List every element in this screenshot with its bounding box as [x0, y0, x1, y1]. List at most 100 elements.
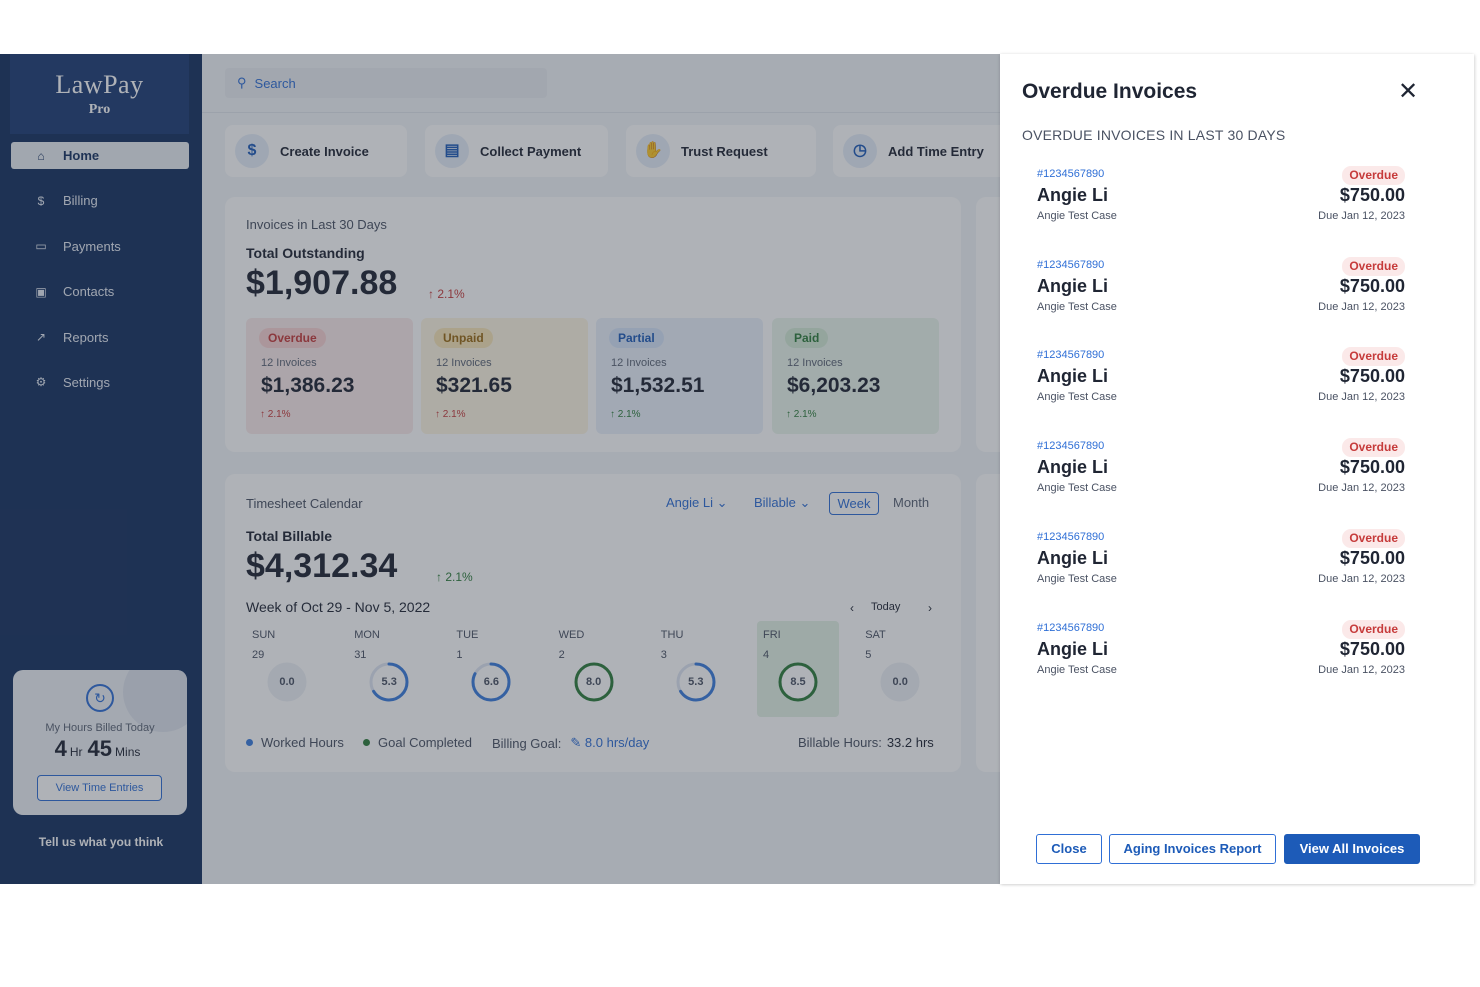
- status-trend: ↑ 2.1%: [610, 409, 641, 420]
- total-billable-amount: $4,312.34: [246, 547, 398, 585]
- status-amount: $1,386.23: [261, 374, 355, 397]
- hours-value: 5.3: [688, 676, 704, 688]
- day-column-mon[interactable]: MON 31 5.3: [348, 621, 430, 717]
- day-name: THU: [660, 629, 684, 641]
- hours-value: 6.6: [483, 676, 500, 688]
- day-name: SAT: [865, 629, 886, 641]
- legend-goal-completed: Goal Completed: [363, 735, 472, 750]
- month-view-button[interactable]: Month: [893, 495, 930, 510]
- status-trend: ↑ 2.1%: [260, 409, 291, 420]
- case-name: Angie Test Case: [1037, 482, 1117, 495]
- client-name: Angie Li: [1037, 275, 1108, 296]
- close-button[interactable]: Close: [1036, 834, 1102, 864]
- due-date: Due Jan 12, 2023: [1318, 391, 1405, 404]
- invoice-row[interactable]: #1234567890 Angie Li Angie Test Case Overdu…: [1037, 438, 1405, 510]
- today-button[interactable]: Today: [871, 601, 901, 613]
- invoice-count: 12 Invoices: [787, 357, 843, 369]
- invoice-row[interactable]: #1234567890 Angie Li Angie Test Case Overdu…: [1037, 166, 1405, 238]
- trend-up-icon: ↑: [610, 409, 615, 420]
- sidebar-item-home[interactable]: ⌂ Home: [11, 142, 189, 169]
- overdue-badge: Overdue: [1342, 619, 1405, 639]
- day-column-fri[interactable]: FRI 4 8.5: [757, 621, 839, 717]
- contacts-icon: ▣: [35, 284, 47, 299]
- invoice-row[interactable]: #1234567890 Angie Li Angie Test Case Overdu…: [1037, 528, 1405, 601]
- invoice-amount: $750.00: [1339, 638, 1405, 659]
- lawpay-logo[interactable]: LawPay Pro: [10, 54, 189, 134]
- invoice-number[interactable]: #1234567890: [1037, 530, 1105, 543]
- feedback-link[interactable]: Tell us what you think: [38, 835, 164, 849]
- day-name: WED: [558, 629, 585, 641]
- trend-up-icon: ↑: [260, 409, 265, 420]
- due-date: Due Jan 12, 2023: [1318, 482, 1405, 495]
- sidebar-item-payments[interactable]: ▭ Payments: [11, 233, 189, 260]
- due-date: Due Jan 12, 2023: [1318, 210, 1405, 222]
- timer-icon: ↻: [86, 684, 114, 712]
- week-view-button[interactable]: Week: [829, 492, 879, 515]
- overdue-summary[interactable]: Overdue 12 Invoices $1,386.23 ↑ 2.1%: [246, 318, 413, 434]
- search-input[interactable]: ⚲ Search: [225, 68, 547, 98]
- hours-progress-ring: [676, 662, 716, 702]
- action-label: Collect Payment: [480, 143, 582, 159]
- create-invoice-button[interactable]: $ Create Invoice: [225, 125, 407, 177]
- invoice-row[interactable]: #1234567890 Angie Li Angie Test Case Overdu…: [1037, 619, 1405, 692]
- overdue-badge: Overdue: [1342, 347, 1405, 367]
- invoice-row[interactable]: #1234567890 Angie Li Angie Test Case Overdu…: [1037, 256, 1405, 329]
- status-trend: ↑ 2.1%: [435, 409, 466, 420]
- day-column-thu[interactable]: THU 3 5.3: [655, 621, 737, 717]
- outstanding-trend: ↑ 2.1%: [428, 287, 465, 301]
- invoice-count: 12 Invoices: [436, 357, 492, 369]
- search-placeholder: Search: [254, 75, 296, 91]
- case-name: Angie Test Case: [1037, 300, 1117, 313]
- paid-summary[interactable]: Paid 12 Invoices $6,203.23 ↑ 2.1%: [772, 318, 939, 434]
- hours-value: 0.0: [279, 676, 295, 688]
- due-date: Due Jan 12, 2023: [1318, 300, 1405, 313]
- invoice-number[interactable]: #1234567890: [1037, 621, 1105, 634]
- billing-goal-edit[interactable]: ✎ 8.0 hrs/day: [570, 735, 649, 751]
- sidebar-item-contacts[interactable]: ▣ Contacts: [11, 278, 189, 305]
- close-icon[interactable]: ✕: [1397, 78, 1419, 105]
- status-amount: $1,532.51: [611, 374, 705, 397]
- aging-invoices-report-button[interactable]: Aging Invoices Report: [1109, 834, 1276, 864]
- hours-progress-ring: [778, 662, 818, 702]
- dashboard-main: ⚲ Search $ Create Invoice ▤ Collect Paym…: [202, 54, 1000, 884]
- unpaid-summary[interactable]: Unpaid 12 Invoices $321.65 ↑ 2.1%: [421, 318, 588, 434]
- day-column-tue[interactable]: TUE 1 6.6: [450, 621, 532, 717]
- invoice-number[interactable]: #1234567890: [1037, 349, 1105, 362]
- day-name: TUE: [456, 629, 479, 641]
- paid-pill: Paid: [785, 328, 829, 348]
- view-time-entries-button[interactable]: View Time Entries: [37, 775, 162, 801]
- previous-week-icon[interactable]: ‹: [850, 601, 854, 615]
- invoice-amount: $750.00: [1339, 185, 1405, 205]
- trust-request-button[interactable]: ✋ Trust Request: [626, 125, 816, 177]
- sidebar-item-reports[interactable]: ↗ Reports: [11, 324, 189, 351]
- day-column-wed[interactable]: WED 2 8.0: [553, 621, 635, 717]
- day-name: SUN: [252, 629, 276, 641]
- goal-completed-dot: [363, 739, 370, 746]
- hours-progress-ring: [880, 662, 920, 702]
- hours-progress-ring: [267, 662, 307, 702]
- hours-value: 4 Hr 45 Mins: [13, 736, 187, 762]
- user-filter-dropdown[interactable]: Angie Li ⌄: [666, 495, 728, 511]
- next-week-icon[interactable]: ›: [928, 601, 932, 615]
- sidebar-item-label: Reports: [63, 329, 109, 345]
- invoice-number[interactable]: #1234567890: [1037, 258, 1105, 271]
- invoice-number[interactable]: #1234567890: [1037, 168, 1105, 180]
- collect-payment-button[interactable]: ▤ Collect Payment: [425, 125, 608, 177]
- day-column-sat[interactable]: SAT 5 0.0: [859, 621, 941, 717]
- hours-progress-ring: [369, 662, 409, 702]
- add-time-entry-button[interactable]: ◷ Add Time Entry: [833, 125, 1000, 177]
- sidebar-item-settings[interactable]: ⚙ Settings: [11, 369, 189, 396]
- overdue-pill: Overdue: [259, 328, 326, 348]
- client-name: Angie Li: [1037, 366, 1108, 387]
- day-number: 31: [354, 649, 367, 661]
- type-filter-dropdown[interactable]: Billable ⌄: [754, 495, 810, 511]
- partial-summary[interactable]: Partial 12 Invoices $1,532.51 ↑ 2.1%: [596, 318, 763, 434]
- invoice-row[interactable]: #1234567890 Angie Li Angie Test Case Overdu…: [1037, 347, 1405, 419]
- day-number: 3: [660, 649, 667, 661]
- sidebar-item-billing[interactable]: $ Billing: [11, 187, 189, 214]
- day-column-sun[interactable]: SUN 29 0.0: [246, 621, 328, 717]
- trend-up-icon: ↑: [435, 409, 440, 420]
- panel-title: Overdue Invoices: [1022, 80, 1198, 103]
- view-all-invoices-button[interactable]: View All Invoices: [1284, 834, 1420, 864]
- invoice-number[interactable]: #1234567890: [1037, 440, 1105, 453]
